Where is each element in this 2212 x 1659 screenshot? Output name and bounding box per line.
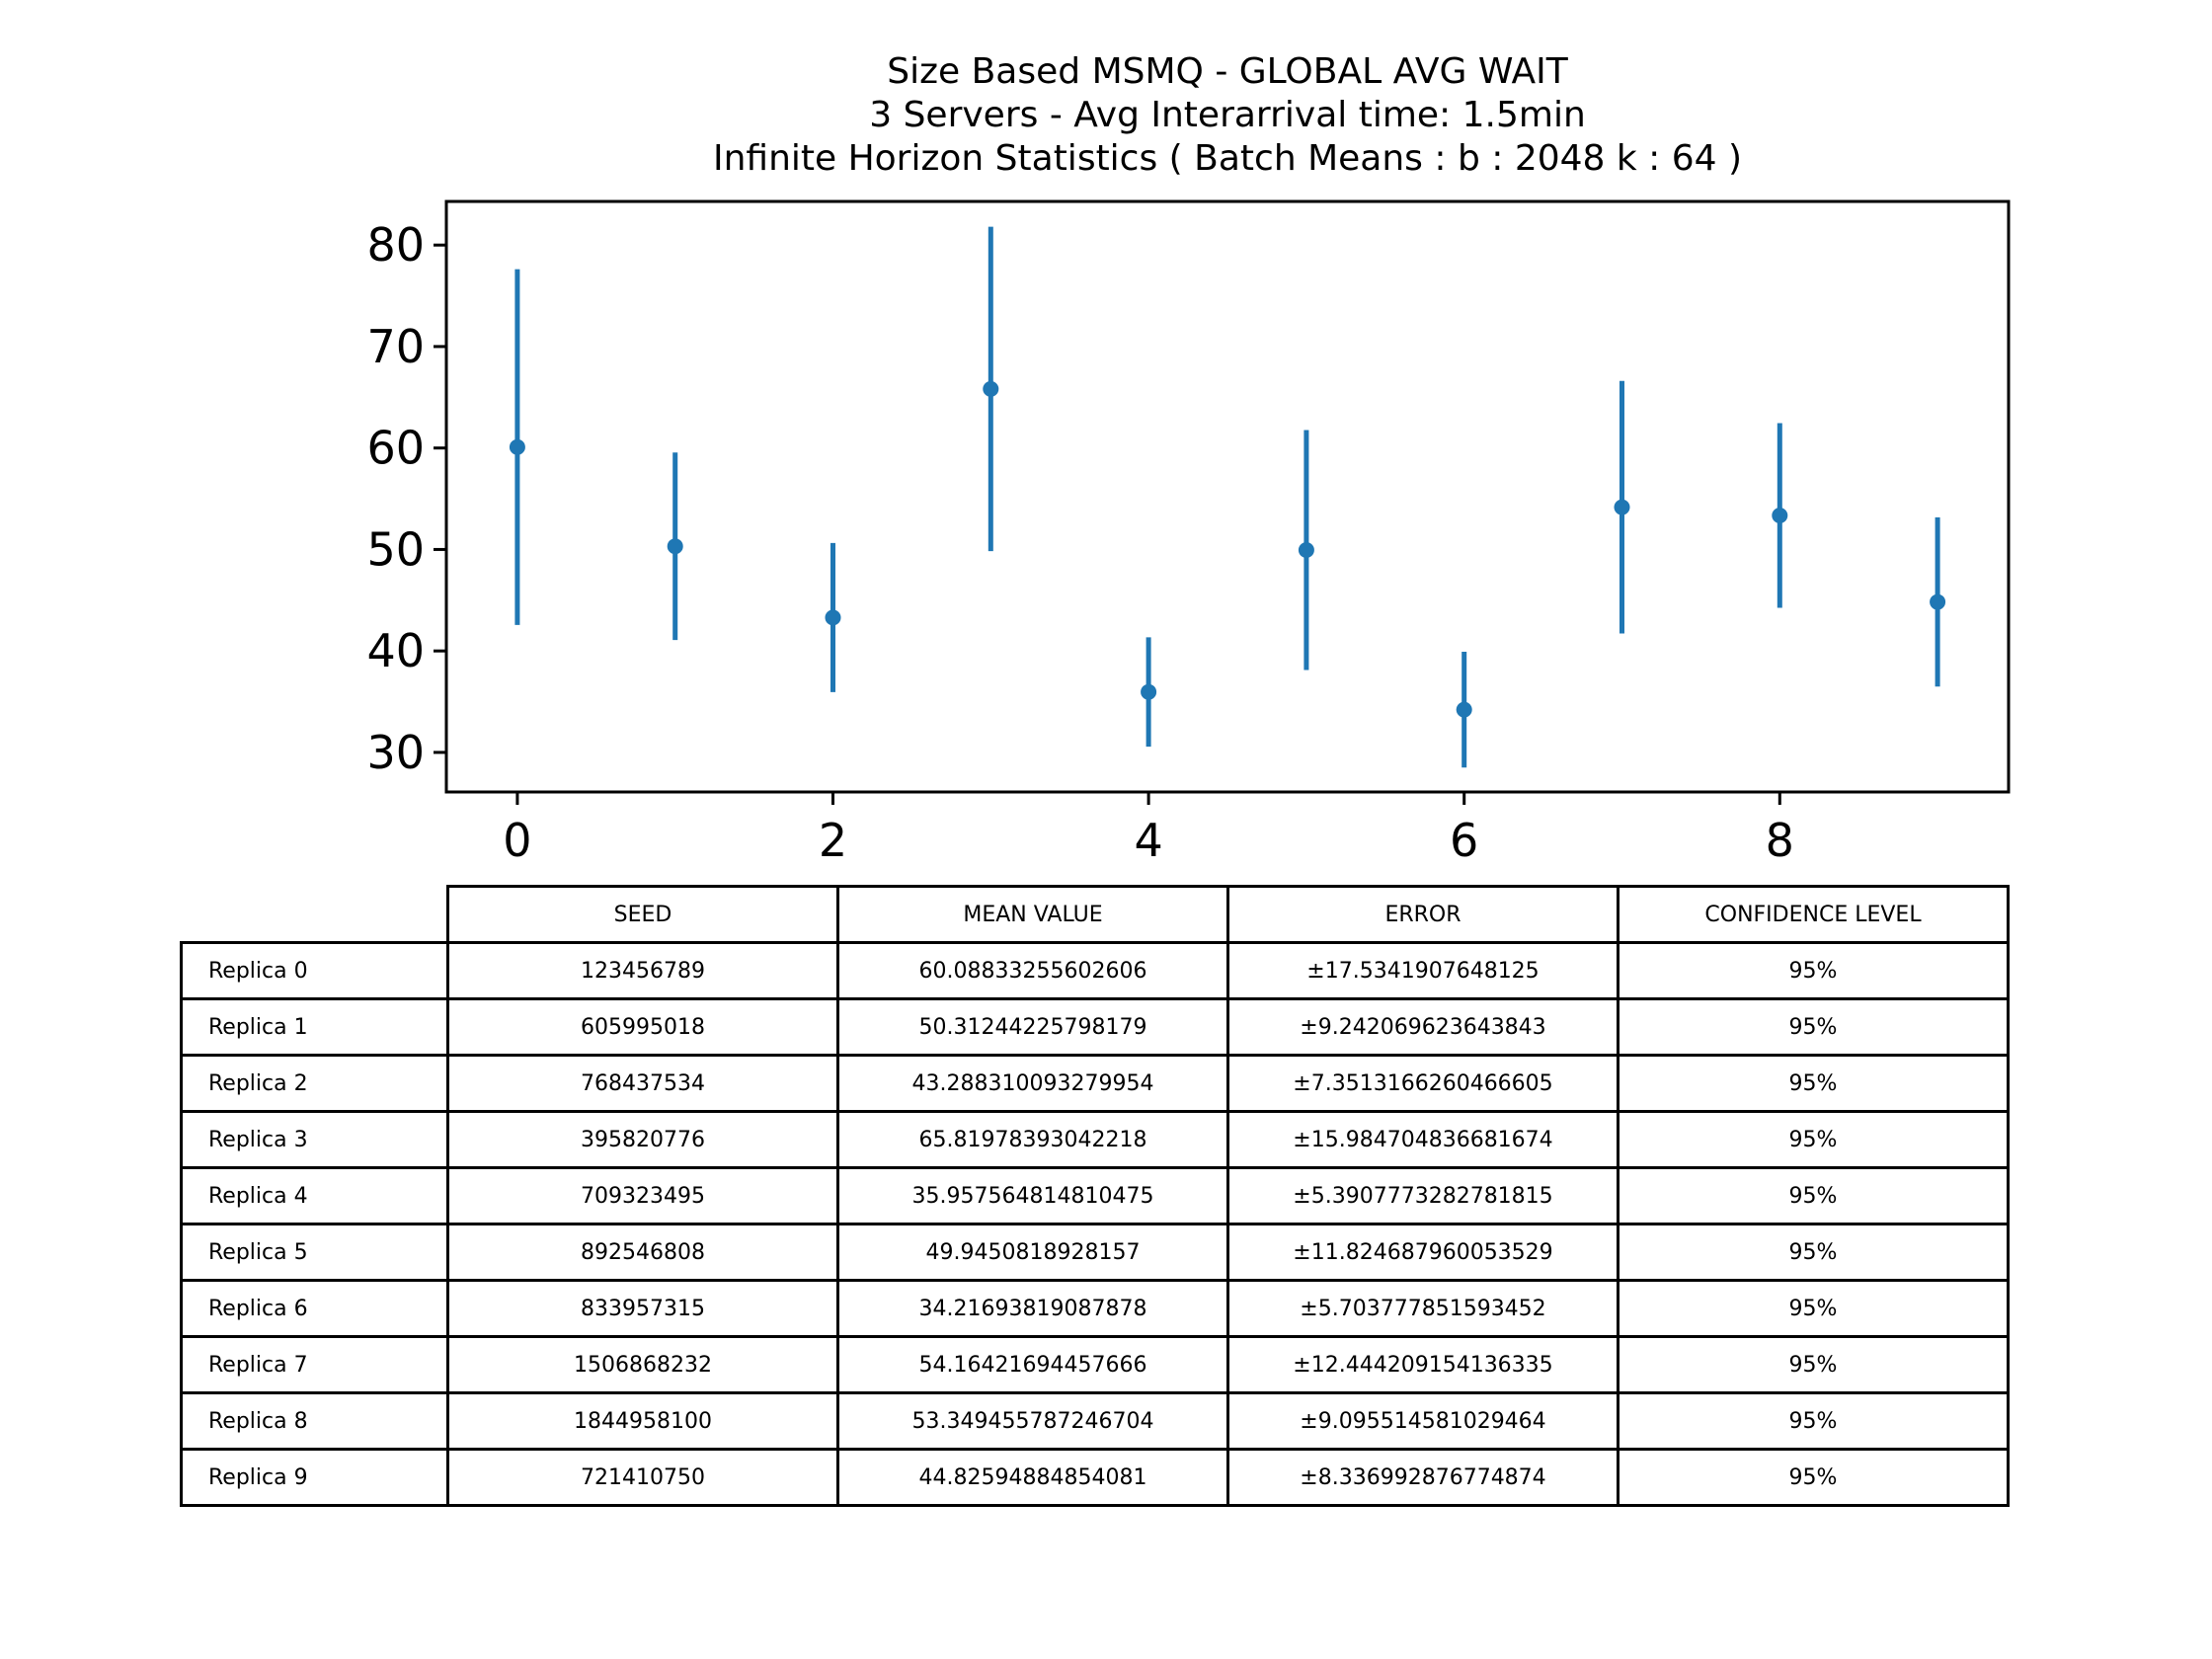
seed-cell: 709323495 [446,1166,839,1225]
confidence-level-cell: 95% [1617,941,2010,1000]
table-corner-cell [182,887,448,943]
confidence-level-cell: 95% [1617,1223,2010,1282]
chart-title-line-2: 3 Servers - Avg Interarrival time: 1.5mi… [869,95,1586,135]
x-tick-label: 6 [1450,814,1478,867]
error-cell: ±8.336992876774874 [1226,1448,1620,1507]
y-tick-label: 60 [366,422,425,475]
seed-cell: 395820776 [446,1110,839,1169]
mean-value-cell: 49.9450818928157 [836,1223,1229,1282]
seed-cell: 768437534 [446,1054,839,1113]
x-tick-label: 8 [1766,814,1794,867]
mean-value-cell: 35.957564814810475 [836,1166,1229,1225]
replica-label: Replica 1 [180,997,449,1057]
table-row: Replica 7 1506868232 54.16421694457666 ±12.… [180,1335,2010,1394]
mean-value-cell: 34.21693819087878 [836,1279,1229,1338]
seed-cell: 892546808 [446,1223,839,1282]
mean-point [1298,541,1314,558]
mean-point [1772,508,1788,524]
mean-value-cell: 65.81978393042218 [836,1110,1229,1169]
confidence-level-cell: 95% [1617,1335,2010,1394]
chart-title-line-1: Size Based MSMQ - GLOBAL AVG WAIT [887,51,1568,92]
error-cell: ±17.5341907648125 [1226,941,1620,1000]
mean-point [1141,683,1157,700]
error-cell: ±9.242069623643843 [1226,997,1620,1057]
error-cell: ±12.444209154136335 [1226,1335,1620,1394]
mean-point [1456,701,1472,718]
table-row: Replica 1 605995018 50.31244225798179 ±9.24… [180,997,2010,1057]
confidence-level-cell: 95% [1617,1110,2010,1169]
results-table: SEED MEAN VALUE ERROR CONFIDENCE LEVEL R… [180,885,2010,1507]
replica-label: Replica 7 [180,1335,449,1394]
mean-point [983,380,999,397]
replica-label: Replica 4 [180,1166,449,1225]
table-row: Replica 2 768437534 43.288310093279954 ±7.3… [180,1054,2010,1113]
seed-cell: 605995018 [446,997,839,1057]
x-tick-label: 4 [1134,814,1162,867]
mean-value-cell: 53.349455787246704 [836,1391,1229,1451]
error-cell: ±5.703777851593452 [1226,1279,1620,1338]
mean-point [1930,593,1946,610]
mean-value-cell: 43.288310093279954 [836,1054,1229,1113]
replica-label: Replica 9 [180,1448,449,1507]
replica-label: Replica 8 [180,1391,449,1451]
header-error: ERROR [1226,885,1620,944]
table-row: Replica 9 721410750 44.82594884854081 ±8.33… [180,1448,2010,1507]
confidence-level-cell: 95% [1617,1166,2010,1225]
replica-label: Replica 6 [180,1279,449,1338]
seed-cell: 1844958100 [446,1391,839,1451]
mean-value-cell: 60.08833255602606 [836,941,1229,1000]
mean-point [1614,499,1630,515]
y-tick-label: 30 [366,726,425,779]
confidence-level-cell: 95% [1617,1054,2010,1113]
mean-value-cell: 50.31244225798179 [836,997,1229,1057]
table-row: Replica 5 892546808 49.9450818928157 ±11.82… [180,1223,2010,1282]
axis-ticks: 0 2 4 6 8 30 40 50 60 70 80 [366,218,1793,867]
mean-value-cell: 44.82594884854081 [836,1448,1229,1507]
confidence-level-cell: 95% [1617,1448,2010,1507]
confidence-level-cell: 95% [1617,1391,2010,1451]
plot-frame [444,199,2011,794]
error-cell: ±9.095514581029464 [1226,1391,1620,1451]
replica-label: Replica 0 [180,941,449,1000]
mean-point [667,538,683,555]
table-row: Replica 6 833957315 34.21693819087878 ±5.70… [180,1279,2010,1338]
table-row: Replica 8 1844958100 53.349455787246704 ±9.… [180,1391,2010,1451]
table-header-row: SEED MEAN VALUE ERROR CONFIDENCE LEVEL [182,885,2010,944]
seed-cell: 123456789 [446,941,839,1000]
y-tick-label: 70 [366,320,425,373]
header-seed: SEED [446,885,839,944]
seed-cell: 721410750 [446,1448,839,1507]
error-cell: ±11.824687960053529 [1226,1223,1620,1282]
y-tick-label: 40 [366,624,425,677]
y-tick-label: 80 [366,218,425,272]
mean-value-cell: 54.16421694457666 [836,1335,1229,1394]
header-mean-value: MEAN VALUE [836,885,1229,944]
replica-label: Replica 3 [180,1110,449,1169]
mean-point [509,438,525,455]
seed-cell: 833957315 [446,1279,839,1338]
replica-label: Replica 2 [180,1054,449,1113]
error-cell: ±15.984704836681674 [1226,1110,1620,1169]
y-tick-label: 50 [366,522,425,576]
error-cell: ±7.3513166260466605 [1226,1054,1620,1113]
table-row: Replica 0 123456789 60.08833255602606 ±17.5… [180,941,2010,1000]
table-body: Replica 0 123456789 60.08833255602606 ±17.5… [180,941,2010,1507]
error-cell: ±5.3907773282781815 [1226,1166,1620,1225]
confidence-level-cell: 95% [1617,1279,2010,1338]
mean-point [825,609,841,626]
header-confidence-level: CONFIDENCE LEVEL [1617,885,2010,944]
table-row: Replica 4 709323495 35.957564814810475 ±5.3… [180,1166,2010,1225]
replica-label: Replica 5 [180,1223,449,1282]
chart-title-line-3: Infinite Horizon Statistics ( Batch Mean… [713,138,1742,179]
x-tick-label: 2 [819,814,847,867]
seed-cell: 1506868232 [446,1335,839,1394]
confidence-level-cell: 95% [1617,997,2010,1057]
plot-marks [509,226,1946,768]
table-row: Replica 3 395820776 65.81978393042218 ±15.9… [180,1110,2010,1169]
x-tick-label: 0 [503,814,531,867]
